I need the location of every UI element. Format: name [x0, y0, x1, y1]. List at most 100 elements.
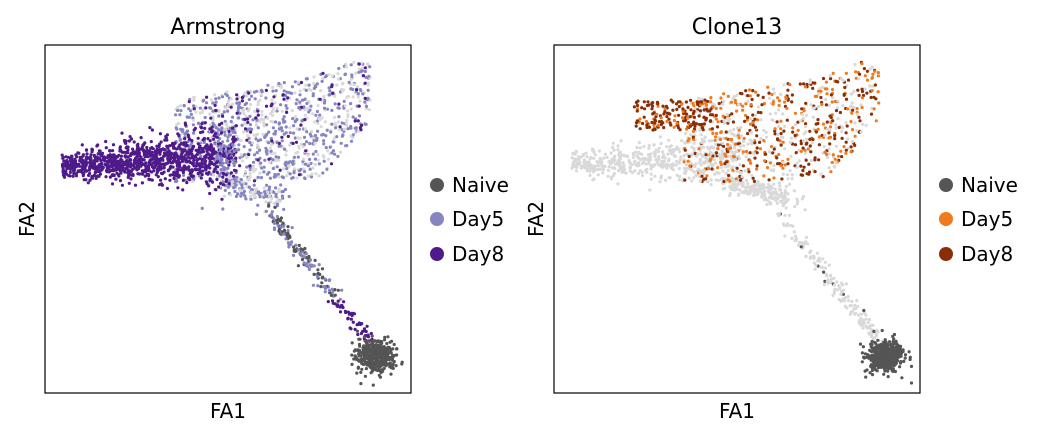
armstrong-point — [210, 129, 214, 133]
clone13-point — [855, 299, 859, 303]
armstrong-point — [131, 173, 135, 177]
clone13-point — [798, 82, 802, 86]
armstrong-point — [271, 107, 275, 111]
clone13-point — [866, 321, 870, 325]
armstrong-point — [191, 123, 195, 127]
armstrong-point — [183, 132, 187, 136]
armstrong-point — [102, 158, 106, 162]
armstrong-point — [269, 104, 273, 108]
armstrong-point — [126, 155, 130, 159]
armstrong-point — [340, 134, 344, 138]
clone13-point — [862, 67, 867, 71]
clone13-point — [682, 119, 686, 123]
clone13-point — [744, 113, 748, 118]
armstrong-point — [381, 356, 385, 361]
clone13-point — [693, 122, 697, 126]
armstrong-point — [141, 149, 145, 153]
armstrong-point — [226, 109, 230, 113]
armstrong-point — [322, 94, 326, 98]
armstrong-point — [295, 98, 299, 102]
armstrong-point — [221, 207, 225, 211]
clone13-point — [842, 299, 847, 303]
armstrong-point — [333, 152, 337, 156]
clone13-point — [799, 142, 803, 146]
clone13-point — [861, 326, 865, 330]
armstrong-point — [202, 140, 206, 145]
clone13-point — [875, 369, 879, 373]
armstrong-point — [204, 101, 209, 105]
armstrong-point — [180, 128, 184, 132]
clone13-point — [825, 127, 830, 131]
clone13-point — [856, 313, 861, 317]
armstrong-point — [246, 120, 250, 124]
armstrong-point — [217, 128, 222, 132]
armstrong-point — [304, 77, 308, 81]
armstrong-point — [248, 171, 252, 175]
clone13-point — [717, 171, 721, 175]
armstrong-point — [303, 113, 307, 117]
armstrong-point — [258, 148, 262, 152]
armstrong-point — [355, 323, 359, 327]
armstrong-point — [133, 156, 138, 160]
armstrong-point — [279, 84, 283, 88]
clone13-point — [808, 144, 812, 148]
armstrong-point — [60, 153, 64, 157]
armstrong-point — [319, 89, 323, 93]
clone13-point — [664, 104, 669, 108]
armstrong-point — [330, 85, 334, 89]
armstrong-point — [149, 140, 153, 144]
armstrong-point — [245, 165, 249, 169]
armstrong-point — [302, 105, 306, 109]
clone13-point — [803, 124, 808, 129]
armstrong-point — [165, 138, 169, 142]
armstrong-point — [264, 88, 268, 92]
armstrong-point — [267, 157, 271, 161]
armstrong-point — [229, 193, 233, 197]
armstrong-point — [215, 170, 219, 174]
armstrong-point — [352, 60, 356, 64]
armstrong-point — [269, 136, 273, 141]
clone13-point — [837, 284, 841, 288]
armstrong-point — [223, 133, 227, 137]
clone13-point — [894, 339, 898, 343]
armstrong-point — [129, 177, 133, 181]
armstrong-point — [273, 151, 277, 155]
clone13-point — [860, 105, 864, 110]
armstrong-point — [251, 168, 255, 172]
armstrong-point — [286, 96, 290, 100]
clone13-point — [770, 92, 774, 97]
armstrong-point — [298, 169, 302, 173]
armstrong-point — [176, 162, 180, 166]
clone13-point — [890, 363, 894, 367]
armstrong-legend-marker-day8 — [430, 247, 444, 261]
clone13-point — [655, 112, 659, 116]
armstrong-point — [105, 156, 109, 160]
clone13-point — [851, 108, 855, 112]
armstrong-point — [306, 164, 311, 168]
armstrong-point — [198, 170, 202, 175]
clone13-point — [835, 280, 839, 284]
armstrong-point — [170, 173, 174, 177]
clone13-point — [838, 110, 843, 115]
armstrong-point — [63, 162, 67, 167]
clone13-point — [728, 179, 732, 183]
armstrong-point — [327, 73, 331, 77]
clone13-point — [571, 160, 576, 164]
clone13-point — [827, 147, 831, 151]
armstrong-point — [312, 75, 316, 79]
armstrong-point — [152, 169, 156, 173]
clone13-point — [633, 159, 637, 163]
clone13-point — [707, 139, 711, 143]
clone13-point — [603, 152, 608, 156]
armstrong-point — [316, 153, 320, 157]
armstrong-point — [337, 102, 341, 106]
clone13-point — [808, 78, 812, 82]
armstrong-point — [242, 130, 246, 134]
armstrong-point — [198, 111, 202, 115]
armstrong-point — [242, 112, 246, 116]
armstrong-point — [148, 160, 152, 164]
armstrong-point — [173, 155, 177, 159]
clone13-point — [781, 196, 785, 200]
armstrong-point — [210, 161, 214, 165]
armstrong-point — [290, 226, 294, 230]
